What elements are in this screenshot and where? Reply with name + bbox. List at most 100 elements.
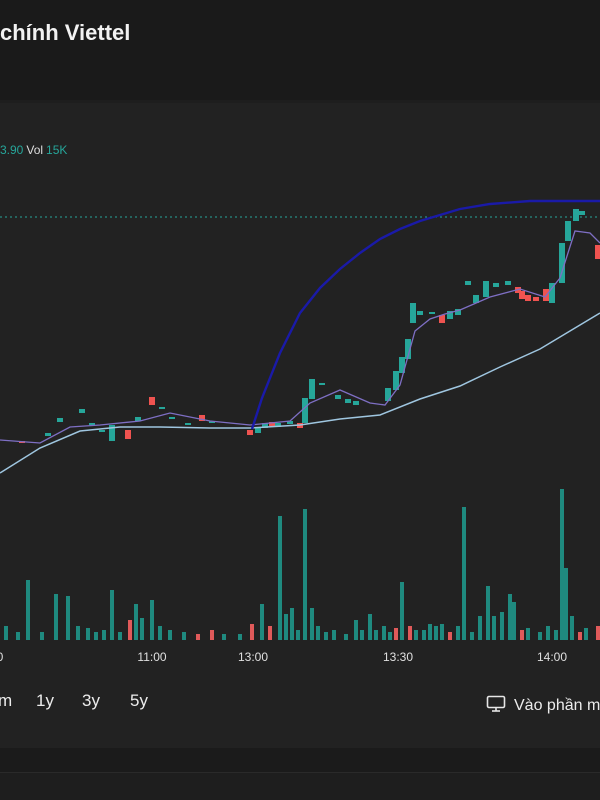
volume-bar [486, 586, 490, 640]
legend-price: 3.90 [0, 143, 24, 157]
candle [579, 211, 585, 215]
volume-bar [374, 630, 378, 640]
range-button-1y[interactable]: 1y [36, 691, 54, 710]
candle [247, 430, 253, 435]
candle [309, 379, 315, 399]
candle [199, 415, 205, 421]
candle [89, 423, 95, 425]
volume-bar [296, 630, 300, 640]
volume-bar [368, 614, 372, 640]
volume-bar [140, 618, 144, 640]
volume-bar [440, 624, 444, 640]
volume-bar [110, 590, 114, 640]
candle [287, 421, 293, 424]
candle [135, 417, 141, 421]
ma-long-line [0, 312, 600, 474]
range-selector: m 1y 3y 5y Vào phần m [0, 691, 600, 721]
x-tick-label: 13:30 [383, 650, 413, 664]
ma-short-line [0, 230, 600, 444]
bottom-strip [0, 748, 600, 773]
overlay-line [250, 199, 600, 430]
candle [262, 423, 268, 428]
candle [559, 243, 565, 283]
candle [483, 281, 489, 297]
volume-bar [448, 632, 452, 640]
candle [429, 312, 435, 314]
volume-bar [268, 626, 272, 640]
volume-bar [102, 630, 106, 640]
volume-bar [570, 616, 574, 640]
volume-bar [16, 632, 20, 640]
volume-bar [344, 634, 348, 640]
volume-bar [260, 604, 264, 640]
volume-bar [310, 608, 314, 640]
range-button-5y[interactable]: 5y [130, 691, 148, 710]
chart-legend: 3.90 Vol 15K [0, 143, 67, 157]
volume-bar [382, 626, 386, 640]
candle [493, 283, 499, 287]
x-tick-label: 14:00 [537, 650, 567, 664]
volume-bar [40, 632, 44, 640]
volume-bar [250, 624, 254, 640]
volume-bar [150, 600, 154, 640]
candle [269, 422, 275, 426]
candle [455, 309, 461, 315]
volume-bar [492, 616, 496, 640]
candle [335, 395, 341, 399]
price-chart[interactable]: 0 11:00 13:00 13:30 14:00 [0, 103, 600, 683]
volume-bar [222, 634, 226, 640]
volume-bar [538, 632, 542, 640]
volume-bar [324, 632, 328, 640]
volume-bar [290, 608, 294, 640]
volume-bar [196, 634, 200, 640]
volume-bar [278, 516, 282, 640]
candle [125, 430, 131, 439]
candle [99, 430, 105, 432]
volume-bar [284, 614, 288, 640]
volume-bar [434, 626, 438, 640]
monitor-icon [486, 695, 506, 712]
page-title: chính Viettel [0, 20, 131, 45]
candle [473, 295, 479, 303]
candle [525, 295, 531, 301]
candle [159, 407, 165, 409]
volume-bar [462, 507, 466, 640]
fullscreen-button[interactable]: Vào phần m [486, 695, 600, 715]
volume-bar [168, 630, 172, 640]
candle [185, 423, 191, 425]
volume-bar [210, 630, 214, 640]
candle [393, 371, 399, 390]
candle [573, 209, 579, 221]
volume-bar [134, 604, 138, 640]
volume-bar [388, 632, 392, 640]
volume-bar [554, 630, 558, 640]
candle [302, 398, 308, 423]
volume-bar [470, 632, 474, 640]
volume-bar [332, 630, 336, 640]
candle [595, 245, 600, 259]
volume-bar [394, 628, 398, 640]
candle [417, 311, 423, 315]
volume-bar [584, 628, 588, 640]
volume-bar [118, 632, 122, 640]
candle [345, 399, 351, 403]
volume-bar [578, 632, 582, 640]
candle [169, 417, 175, 419]
volume-bar [94, 632, 98, 640]
volume-bar [526, 628, 530, 640]
range-button-m[interactable]: m [0, 691, 13, 710]
x-tick-label: 11:00 [137, 650, 166, 664]
volume-bar [478, 616, 482, 640]
candle [447, 311, 453, 319]
range-button-3y[interactable]: 3y [82, 691, 100, 710]
volume-bar [408, 626, 412, 640]
candle [385, 388, 391, 401]
candle [549, 283, 555, 303]
header-bar: chính Viettel [0, 0, 600, 100]
candle [405, 339, 411, 359]
candle [79, 409, 85, 413]
volume-bar [500, 612, 504, 640]
candle [209, 421, 215, 423]
candle [319, 383, 325, 385]
